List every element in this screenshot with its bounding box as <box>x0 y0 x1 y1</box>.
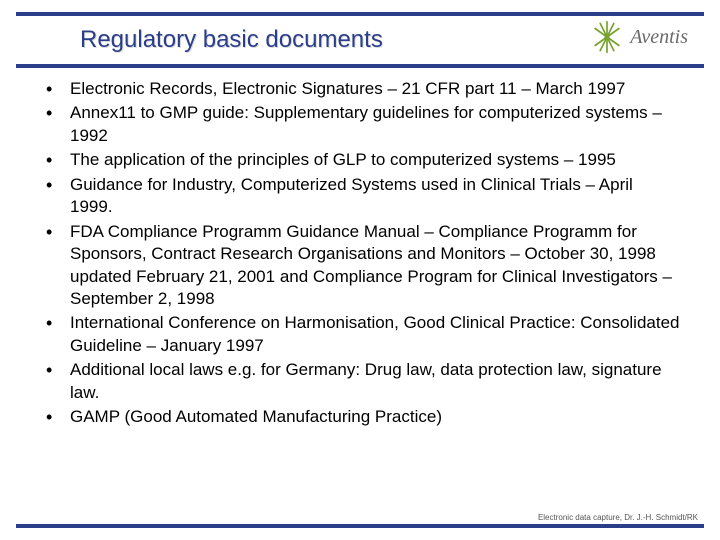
bullet-list: Electronic Records, Electronic Signature… <box>40 78 680 429</box>
footer-attribution: Electronic data capture, Dr. J.-H. Schmi… <box>538 513 698 522</box>
list-item: FDA Compliance Programm Guidance Manual … <box>40 221 680 311</box>
aventis-star-icon <box>590 18 624 56</box>
list-item: Annex11 to GMP guide: Supplementary guid… <box>40 102 680 147</box>
list-item: Additional local laws e.g. for Germany: … <box>40 359 680 404</box>
brand-logo-text: Aventis <box>630 26 688 49</box>
top-horizontal-rule <box>16 12 704 16</box>
list-item: Electronic Records, Electronic Signature… <box>40 78 680 100</box>
list-item: Guidance for Industry, Computerized Syst… <box>40 174 680 219</box>
content-area: Electronic Records, Electronic Signature… <box>40 78 680 516</box>
list-item: International Conference on Harmonisatio… <box>40 312 680 357</box>
slide-title: Regulatory basic documents <box>80 26 383 54</box>
bottom-horizontal-rule <box>16 524 704 528</box>
mid-horizontal-rule <box>16 64 704 68</box>
list-item: The application of the principles of GLP… <box>40 149 680 171</box>
list-item: GAMP (Good Automated Manufacturing Pract… <box>40 406 680 428</box>
brand-logo: Aventis <box>590 18 688 56</box>
